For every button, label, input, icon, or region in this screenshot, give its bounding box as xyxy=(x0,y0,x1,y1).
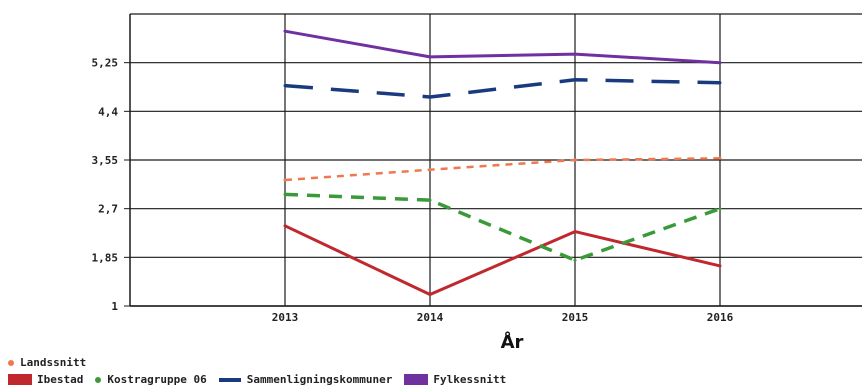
series-line-fylkessnitt xyxy=(284,29,721,65)
x-axis-title: År xyxy=(501,330,524,353)
series-line-sammenligningskommuner xyxy=(284,78,721,99)
x-tick-label: 2014 xyxy=(417,311,444,324)
data-point-landssnitt xyxy=(573,158,577,162)
x-tick-label: 2016 xyxy=(707,311,734,324)
axis-layer: 1 1,85 2,7 3,55 4,4 5,25 2013 2014 2015 2016 xyxy=(92,13,862,324)
legend-swatch-fylkessnitt xyxy=(404,374,429,385)
y-tick-label: 4,4 xyxy=(98,105,118,118)
data-point-kostragruppe-06 xyxy=(283,192,287,196)
legend-label-landssnitt: Landssnitt xyxy=(20,356,87,369)
legend-item-fylkessnitt[interactable]: Fylkessnitt xyxy=(404,373,506,386)
data-point-ibestad xyxy=(283,224,287,228)
data-point-landssnitt xyxy=(283,178,287,182)
data-point-kostragruppe-06 xyxy=(428,198,432,202)
data-point-kostragruppe-06 xyxy=(718,207,722,211)
data-point-sammenligningskommuner xyxy=(428,95,432,99)
y-tick-label: 5,25 xyxy=(92,57,119,70)
legend-item-ibestad[interactable]: Ibestad xyxy=(8,373,83,386)
data-point-fylkessnitt xyxy=(718,61,722,65)
data-point-ibestad xyxy=(573,230,577,234)
legend-label-sammenligningskommuner: Sammenligningskommuner xyxy=(246,373,393,386)
legend-swatch-sammenligningskommuner xyxy=(218,377,241,382)
series-line-kostragruppe-06 xyxy=(284,192,721,262)
legend-row-2: Ibestad Kostragruppe 06 Sammenligningsko… xyxy=(8,371,858,388)
series-layer xyxy=(283,29,722,297)
legend-label-fylkessnitt: Fylkessnitt xyxy=(433,373,507,386)
data-point-landssnitt xyxy=(428,168,432,172)
legend-item-sammenligningskommuner[interactable]: Sammenligningskommuner xyxy=(218,373,393,386)
y-tick-label: 3,55 xyxy=(92,154,119,167)
grid-layer xyxy=(130,14,862,307)
y-tick-label: 2,7 xyxy=(98,203,118,216)
legend-label-kostragruppe: Kostragruppe 06 xyxy=(107,373,207,386)
data-point-fylkessnitt xyxy=(573,52,577,56)
legend-swatch-kostragruppe xyxy=(95,376,102,383)
legend-label-ibestad: Ibestad xyxy=(37,373,84,386)
data-point-kostragruppe-06 xyxy=(573,258,577,262)
data-point-sammenligningskommuner xyxy=(573,78,577,82)
y-tick-label: 1 xyxy=(111,300,118,313)
data-point-fylkessnitt xyxy=(283,29,287,33)
data-point-ibestad xyxy=(428,293,432,297)
legend-row-1: Landssnitt xyxy=(8,354,858,371)
legend-swatch-ibestad xyxy=(8,374,32,385)
legend: Landssnitt Ibestad Kostragruppe 06 Samme… xyxy=(8,354,858,388)
y-tick-label: 1,85 xyxy=(92,251,119,264)
x-tick-label: 2015 xyxy=(562,311,589,324)
legend-item-landssnitt[interactable]: Landssnitt xyxy=(8,356,86,369)
x-tick-label: 2013 xyxy=(272,311,299,324)
legend-item-kostragruppe[interactable]: Kostragruppe 06 xyxy=(95,373,207,386)
series-line-ibestad xyxy=(284,224,721,296)
data-point-landssnitt xyxy=(718,156,722,160)
data-point-sammenligningskommuner xyxy=(718,81,722,85)
data-point-fylkessnitt xyxy=(428,55,432,59)
data-point-ibestad xyxy=(718,264,722,268)
legend-swatch-landssnitt xyxy=(8,359,14,366)
data-point-sammenligningskommuner xyxy=(283,84,287,88)
